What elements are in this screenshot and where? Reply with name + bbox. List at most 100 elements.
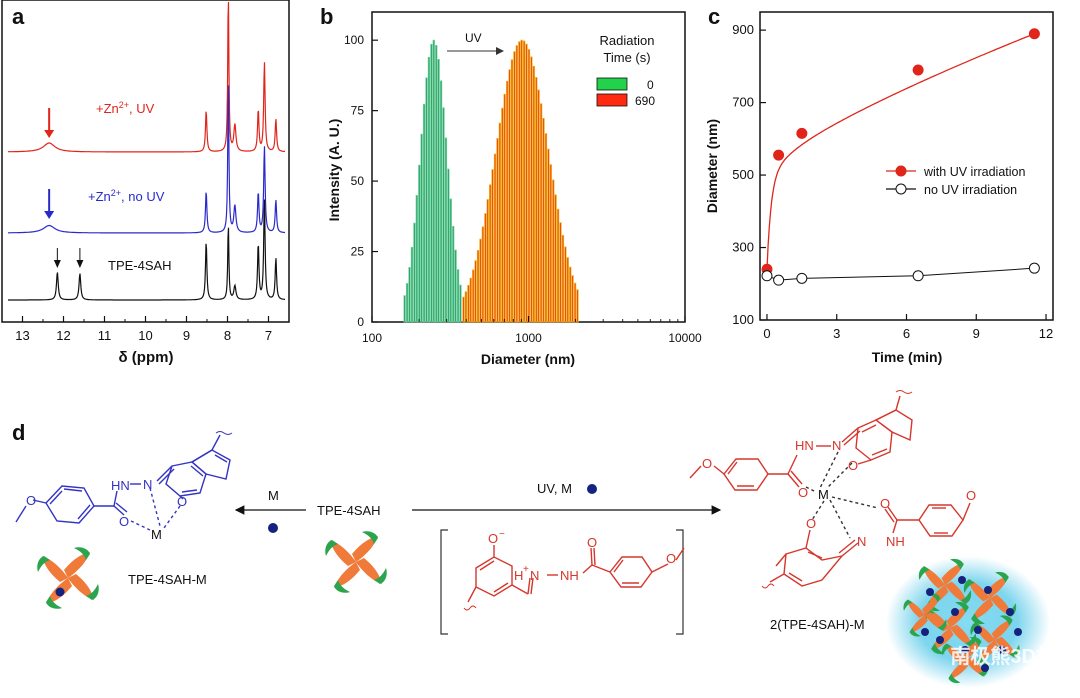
blue-atom-hn: HN: [111, 478, 130, 493]
dls-bar-0: [403, 295, 406, 323]
nmr-trace-2: [8, 199, 285, 301]
tpe-m-cartoon-icon: [37, 547, 99, 609]
dls-legend: Radiation Time (s) 0 690: [596, 33, 655, 108]
dls-x-axis-label: Diameter (nm): [481, 351, 575, 367]
red-atom-o-phenol-top: O: [848, 458, 858, 473]
tpe-arm-tip: [999, 615, 1013, 626]
dls-bar-1: [573, 282, 577, 323]
blue-complex-structure: [15, 431, 233, 531]
diameter-time-panel: 0 3 6 9 12 100 300 500 700 900 Time (min) Diamete…: [704, 11, 1054, 365]
tpe-arm-tip: [960, 590, 972, 604]
dls-x-tick-label: 1000: [515, 331, 542, 345]
dls-bar-1: [469, 277, 472, 323]
kinetics-legend-label-nouv: no UV irradiation: [924, 183, 1017, 197]
red-atom-m: M: [818, 487, 829, 502]
kinetics-legend-marker-uv: [895, 165, 907, 177]
kinetics-y-tick-label: 500: [732, 167, 754, 182]
nmr-arrowhead-2-1: [76, 260, 84, 268]
dls-bar-0: [425, 77, 428, 323]
dls-y-tick-label: 100: [344, 33, 364, 47]
dls-bar-1: [535, 77, 538, 323]
tpe-arm-tip: [929, 593, 941, 603]
reaction-scheme-panel: O HN N O O M TPE-4SAH-M M TPE-4SAH UV, M: [15, 390, 1050, 688]
dls-bar-0: [454, 249, 457, 323]
dls-bar-1: [498, 122, 502, 323]
dls-bar-1: [552, 179, 555, 323]
tpe-arm: [950, 624, 973, 647]
dls-bar-0: [456, 269, 460, 323]
nmr-x-tick-label: 11: [98, 328, 112, 343]
tpe-cartoon-icon: [325, 531, 387, 593]
kinetics-x-tick-label: 6: [903, 326, 910, 341]
tpe-arm-tip: [74, 547, 90, 560]
nmr-spectra-panel: +Zn2+, UV +Zn2+, no UV TPE-4SAH 13 12 11 10 9 8…: [1, 0, 290, 366]
cluster-metal-dot: [981, 664, 989, 672]
dls-bar-1: [513, 51, 516, 323]
tpe-arm-tip: [995, 571, 1009, 583]
tpe-arm-tip: [86, 584, 99, 600]
tpe-arm-tip: [46, 596, 62, 609]
kinetics-point-uv: [773, 149, 785, 161]
tpe-arm: [965, 657, 985, 677]
red-atom-n-bottom: N: [857, 534, 866, 549]
kinetics-point-uv: [912, 64, 924, 76]
kinetics-y-tick-label: 300: [732, 240, 754, 255]
intermediate-atom-o-carbonyl: O: [587, 535, 597, 550]
dls-bar-1: [569, 266, 572, 323]
tpe-arm: [922, 596, 941, 615]
panel-letter-d: d: [12, 420, 25, 445]
kinetics-y-axis-label: Diameter (nm): [704, 119, 720, 213]
tpe-arm-tip: [941, 643, 952, 656]
tpe-arm: [42, 556, 68, 582]
tpe-arm-tip: [325, 540, 338, 556]
dls-bar-1: [462, 296, 465, 323]
intermediate-atoms: O − H + N NH O O: [488, 529, 676, 583]
dls-bar-0: [405, 283, 409, 323]
tpe-arm: [906, 599, 925, 618]
nmr-arrowhead-0-0: [44, 130, 55, 138]
dls-histogram-panel: 0 25 50 75 100 100 1000 10000 Diameter (nm) Int…: [326, 11, 702, 367]
tpe-arm-tip: [374, 568, 387, 584]
dls-bar-1: [559, 222, 562, 323]
nmr-x-tick-label: 9: [183, 328, 190, 343]
right-product-label: 2(TPE-4SAH)-M: [770, 617, 865, 632]
dls-bar-1: [510, 59, 514, 323]
dls-bar-1: [530, 56, 533, 323]
metal-dot-left-icon: [268, 523, 278, 533]
dls-bar-1: [561, 234, 565, 323]
nmr-trace-label-0: +Zn2+, UV: [96, 100, 155, 116]
dls-bar-0: [435, 45, 438, 323]
kinetics-point-nouv: [761, 270, 773, 282]
intermediate-atom-o-methoxy: O: [666, 551, 676, 566]
intermediate-minus-sign: −: [499, 529, 505, 540]
kinetics-point-nouv: [1028, 262, 1040, 274]
nmr-trace-1: [8, 85, 285, 234]
dls-bar-0: [437, 59, 440, 323]
red-atom-o-methoxy-bottom: O: [966, 488, 976, 503]
dls-bar-1: [576, 289, 579, 323]
kinetics-y-tick-label: 100: [732, 312, 754, 327]
tpe-arm-tip: [937, 619, 947, 631]
intermediate-plus-sign: +: [523, 564, 529, 575]
dls-bar-1: [539, 103, 543, 323]
nmr-x-tick-label: 10: [138, 328, 152, 343]
tpe-arm: [909, 615, 928, 634]
tpe-arm: [971, 598, 994, 621]
cluster-metal-dot: [921, 628, 929, 636]
intermediate-atom-o-minus: O: [488, 531, 498, 546]
dls-y-axis-label: Intensity (A. U.): [326, 119, 342, 222]
dls-bar-0: [413, 222, 416, 323]
blue-complex-atoms: O HN N O O: [26, 477, 187, 529]
dls-bar-1: [571, 275, 574, 323]
intermediate-atom-nh: NH: [560, 568, 579, 583]
tpe-arm: [962, 640, 982, 660]
kinetics-point-nouv: [773, 274, 785, 286]
tpe-arm: [995, 636, 1016, 658]
dls-bar-1: [537, 89, 540, 323]
dls-bar-0: [447, 168, 450, 323]
dls-bar-1: [501, 107, 504, 323]
tpe-arm-tip: [970, 622, 981, 636]
dls-bar-1: [566, 257, 569, 323]
cluster-metal-dot: [984, 586, 992, 594]
dls-bar-0: [410, 246, 414, 323]
